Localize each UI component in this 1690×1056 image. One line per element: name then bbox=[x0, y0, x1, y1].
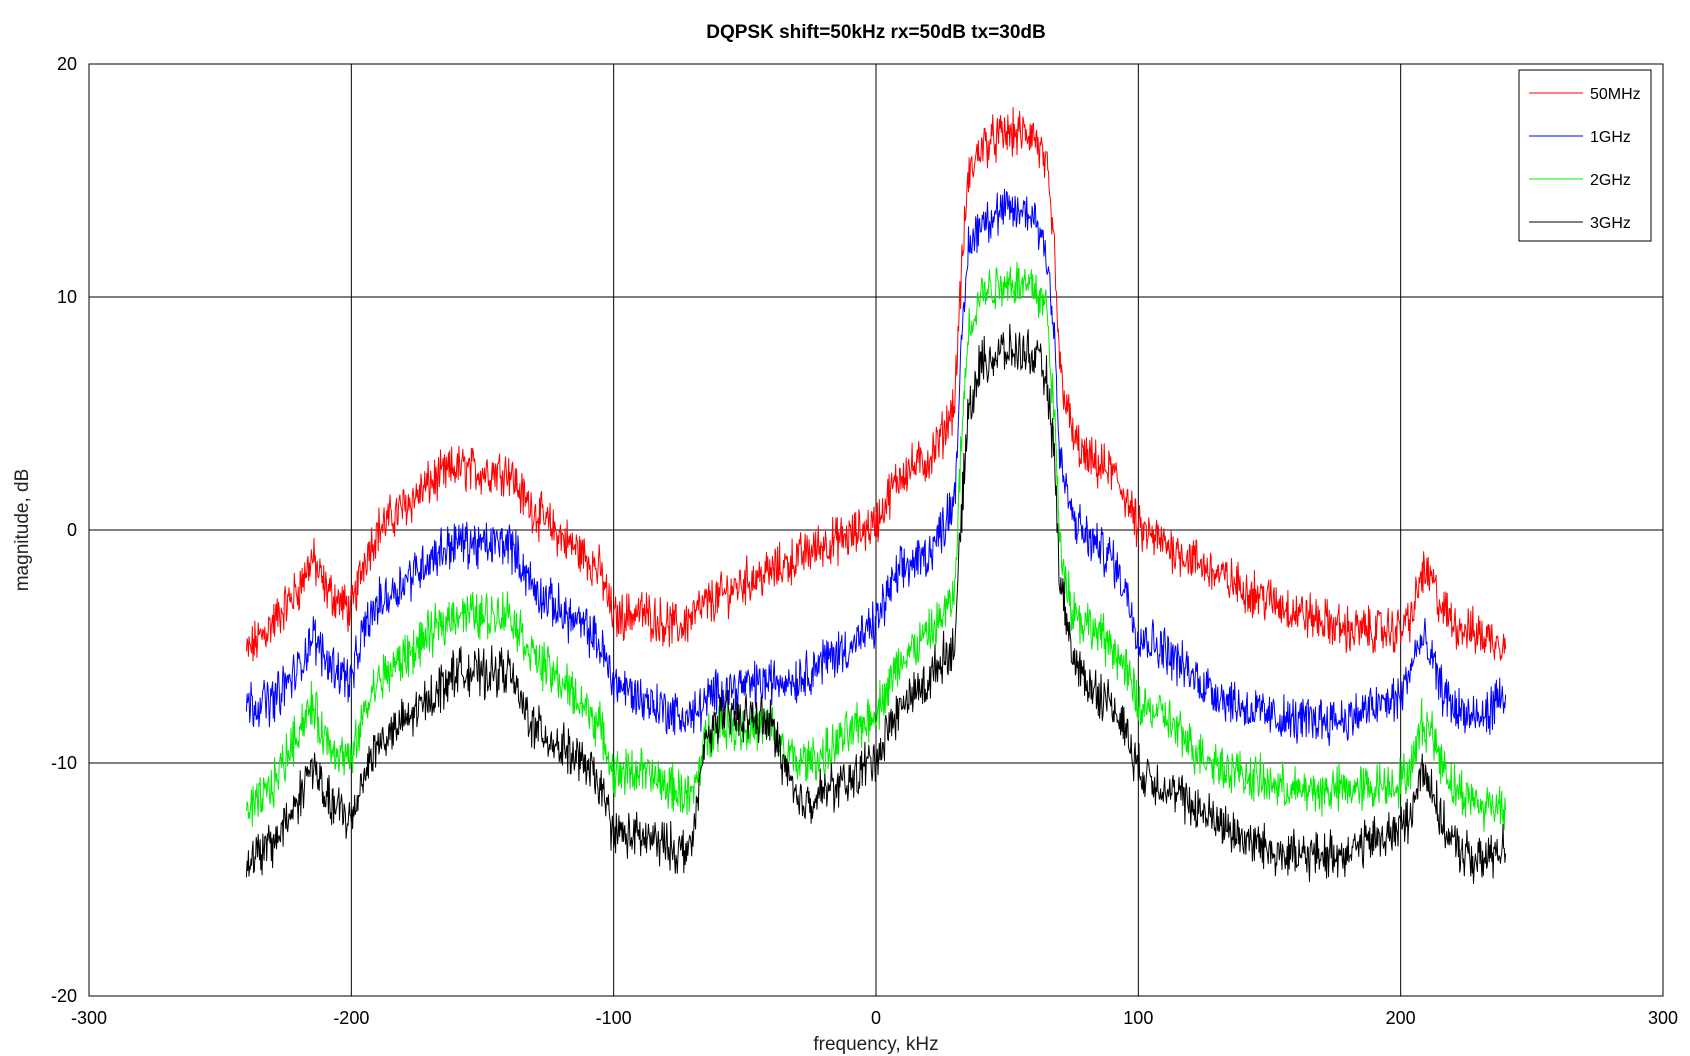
chart-title: DQPSK shift=50kHz rx=50dB tx=30dB bbox=[706, 22, 1046, 43]
y-tick-label: 20 bbox=[57, 54, 77, 74]
y-axis-label: magnitude, dB bbox=[12, 469, 33, 592]
legend-box bbox=[1518, 69, 1652, 242]
legend-label: 50MHz bbox=[1590, 86, 1641, 103]
x-tick-label: 100 bbox=[1123, 1008, 1153, 1028]
y-tick-label: -20 bbox=[51, 986, 77, 1006]
series-line-2GHz bbox=[245, 261, 1507, 832]
legend: 50MHz 1GHz 2GHz 3GHz bbox=[1518, 69, 1652, 242]
x-axis-label: frequency, kHz bbox=[813, 1034, 938, 1055]
series-line-3GHz bbox=[245, 323, 1507, 884]
x-tick-label: -300 bbox=[71, 1008, 107, 1028]
x-tick-label: 0 bbox=[871, 1008, 881, 1028]
x-tick-label: -200 bbox=[333, 1008, 369, 1028]
x-tick-label: 200 bbox=[1386, 1008, 1416, 1028]
x-tick-label: 300 bbox=[1648, 1008, 1678, 1028]
x-tick-label: -100 bbox=[596, 1008, 632, 1028]
series-line-50MHz bbox=[245, 106, 1507, 662]
legend-label: 3GHz bbox=[1590, 215, 1631, 232]
y-tick-label: 10 bbox=[57, 287, 77, 307]
data-series bbox=[245, 106, 1507, 884]
series-line-1GHz bbox=[245, 188, 1507, 747]
y-tick-label: -10 bbox=[51, 753, 77, 773]
plot-frame bbox=[88, 63, 1664, 997]
legend-label: 2GHz bbox=[1590, 172, 1631, 189]
legend-label: 1GHz bbox=[1590, 129, 1631, 146]
y-tick-label: 0 bbox=[67, 520, 77, 540]
